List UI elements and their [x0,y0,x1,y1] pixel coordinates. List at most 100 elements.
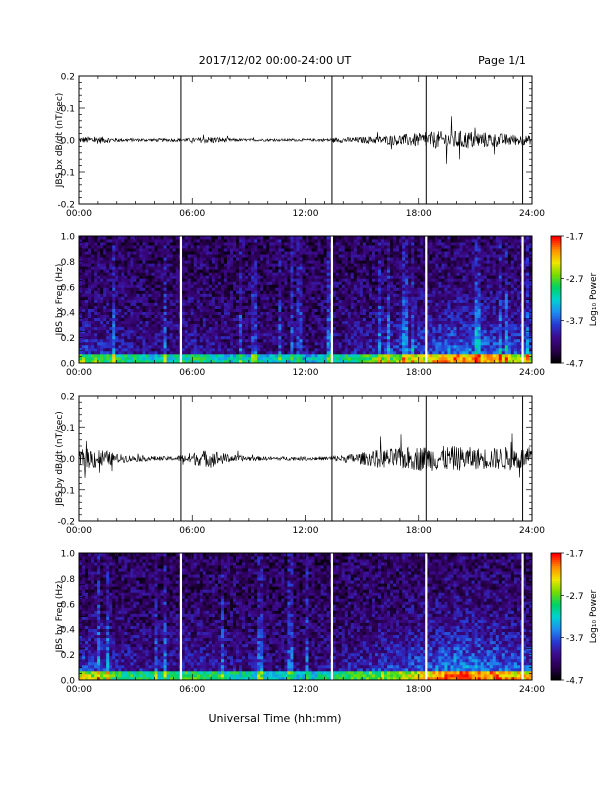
spectrogram-cell [359,335,364,340]
spectrogram-cell [154,317,158,322]
spectrogram-cell [242,317,246,322]
spectrogram-cell [347,266,352,270]
spectrogram-cell [145,239,149,243]
spectrogram-cell [320,353,325,358]
spectrogram-cell [278,353,282,358]
spectrogram-cell [220,287,225,291]
spectrogram-cell [118,335,122,340]
spectrogram-cell [124,278,128,282]
spectrogram-cell [163,272,167,276]
spectrogram-cell [290,326,294,331]
spectrogram-cell [217,287,222,291]
spectrogram-cell [91,242,95,246]
spectrogram-cell [148,326,152,331]
spectrogram-cell [226,356,231,361]
spectrogram-cell [362,314,367,319]
spectrogram-cell [230,290,234,294]
spectrogram-cell [106,353,110,358]
spectrogram-cell [384,314,388,319]
spectrogram-cell [205,269,210,273]
spectrogram-cell [332,260,337,264]
spectrogram-cell [396,263,400,267]
spectrogram-cell [266,329,270,334]
spectrogram-cell [226,257,231,261]
spectrogram-cell [350,311,355,316]
spectrogram-cell [248,239,252,243]
spectrogram-cell [193,305,198,309]
spectrogram-cell [211,281,216,285]
spectrogram-cell [148,278,152,282]
spectrogram-cell [214,305,219,309]
spectrogram-cell [260,344,264,349]
spectrogram-cell [311,311,315,316]
spectrogram-cell [302,293,306,297]
spectrogram-cell [275,290,279,294]
spectrogram-cell [341,284,346,288]
spectrogram-cell [202,347,207,352]
spectrogram-cell [136,359,140,364]
spectrogram-cell [148,272,152,276]
spectrogram-cell [260,284,264,288]
spectrogram-cell [266,248,270,252]
spectrogram-cell [230,245,234,249]
spectrogram-cell [311,290,315,294]
spectrogram-cell [257,239,261,243]
spectrogram-cell [217,299,222,303]
spectrogram-cell [175,308,180,312]
spectrogram-cell [263,254,267,258]
spectrogram-cell [85,317,89,322]
spectrogram-cell [208,314,213,319]
spectrogram-cell [187,236,192,240]
spectrogram-cell [293,275,297,279]
spectrogram-cell [290,275,294,279]
spectrogram-cell [374,257,379,261]
spectrogram-cell [368,347,373,352]
spectrogram-cell [163,332,167,337]
spectrogram-cell [368,272,373,276]
spectrogram-cell [133,323,137,328]
spectrogram-cell [260,320,264,325]
spectrogram-cell [350,248,355,252]
spectrogram-cell [163,239,167,243]
spectrogram-cell [148,350,152,355]
spectrogram-cell [384,332,388,337]
spectrogram-cell [341,332,346,337]
spectrogram-cell [269,290,273,294]
spectrogram-cell [302,320,306,325]
spectrogram-cells [79,236,533,364]
spectrogram-cell [314,284,318,288]
spectrogram-cell [184,284,189,288]
spectrogram-cell [302,323,306,328]
spectrogram-cell [239,323,243,328]
spectrogram-cell [317,290,321,294]
spectrogram-cell [202,260,207,264]
spectrogram-cell [115,239,119,243]
spectrogram-cell [417,311,421,316]
spectrogram-cell [417,347,421,352]
spectrogram-cell [169,281,174,285]
spectrogram-cell [350,356,355,361]
spectrogram-cell [275,341,279,346]
spectrogram-cell [317,335,321,340]
spectrogram-cell [239,353,243,358]
spectrogram-cell [163,290,167,294]
spectrogram-cell [281,305,285,309]
spectrogram-cell [269,353,273,358]
spectrogram-cell [251,356,255,361]
spectrogram-cell [94,338,98,343]
spectrogram-cell [257,251,261,255]
spectrogram-cell [245,296,249,300]
spectrogram-cell [172,242,177,246]
spectrogram-cell [100,308,104,312]
spectrogram-cell [230,263,234,267]
spectrogram-cell [332,353,337,358]
spectrogram-cell [408,341,412,346]
spectrogram-cell [233,353,237,358]
spectrogram-cell [272,245,276,249]
spectrogram-cell [233,305,237,309]
spectrogram-cell [236,260,240,264]
spectrogram-cell [211,257,216,261]
spectrogram-cell [208,281,213,285]
spectrogram-cell [187,326,192,331]
spectrogram-cell [94,305,98,309]
